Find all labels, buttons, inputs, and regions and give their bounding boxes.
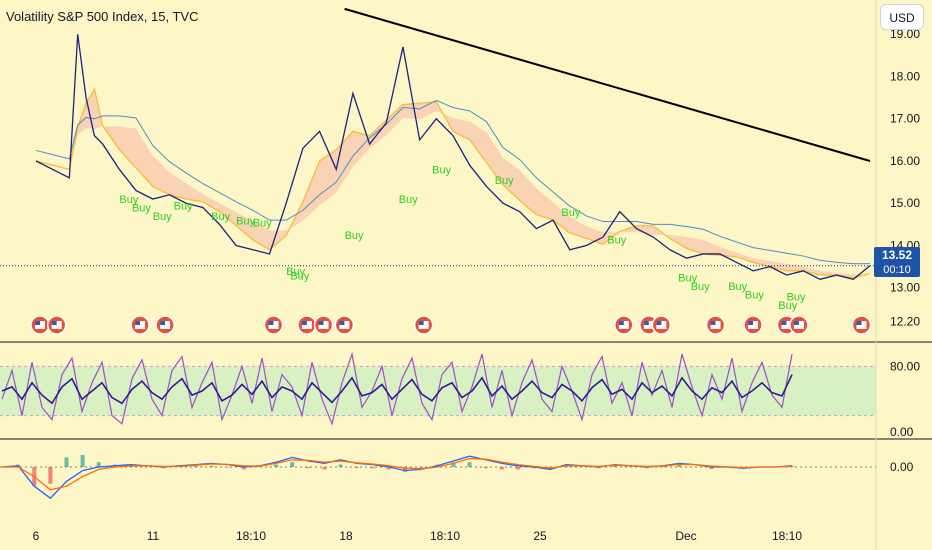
bar-countdown-label: 00:10: [874, 263, 920, 277]
flag-canton-icon: [618, 321, 624, 325]
macd-histogram-bar: [467, 462, 472, 467]
x-tick-label: 25: [533, 529, 547, 543]
rsi-y-tick-label: 80.00: [890, 359, 920, 373]
macd-histogram-bar: [338, 464, 343, 467]
x-tick-label: 11: [147, 529, 160, 543]
flag-canton-icon: [51, 321, 57, 325]
macd-histogram-bar: [483, 467, 488, 469]
x-tick-label: 18:10: [772, 529, 802, 543]
last-price-label: 13.52: [874, 247, 920, 263]
macd-histogram-bar: [48, 467, 53, 484]
flag-canton-icon: [268, 321, 274, 325]
y-tick-label: 16.00: [890, 154, 920, 168]
flag-canton-icon: [35, 321, 40, 325]
buy-signal-label: Buy: [236, 215, 255, 227]
flag-canton-icon: [339, 321, 345, 325]
buy-signal-label: Buy: [286, 266, 305, 278]
flag-canton-icon: [418, 321, 424, 325]
macd-line: [1, 455, 793, 500]
macd-histogram-bar: [354, 467, 359, 469]
macd-histogram-bar: [306, 467, 311, 469]
macd-histogram-bar: [322, 467, 327, 470]
macd-histogram-bar: [241, 467, 246, 470]
trend-line: [344, 7, 871, 162]
flag-canton-icon: [643, 321, 649, 325]
macd-histogram-bar: [96, 462, 101, 467]
buy-signal-label: Buy: [132, 203, 151, 215]
x-tick-label: 18: [339, 529, 353, 543]
y-tick-label: 17.00: [890, 112, 920, 126]
buy-signal-label: Buy: [253, 217, 272, 229]
y-tick-label: 13.00: [890, 281, 920, 295]
flag-canton-icon: [301, 321, 307, 325]
buy-signal-label: Buy: [495, 175, 514, 187]
flag-canton-icon: [656, 321, 662, 325]
macd-histogram-bar: [419, 467, 424, 469]
flag-canton-icon: [781, 321, 787, 325]
flag-canton-icon: [793, 321, 799, 325]
buy-signal-label: Buy: [432, 165, 451, 177]
x-tick-label: Dec: [675, 529, 696, 543]
macd-y-tick-label: 0.00: [890, 460, 914, 474]
x-tick-label: 18:10: [430, 529, 460, 543]
y-tick-label: 19.00: [890, 27, 920, 41]
macd-histogram-bar: [290, 462, 295, 467]
buy-signal-label: Buy: [778, 300, 797, 312]
flag-canton-icon: [748, 321, 754, 325]
buy-signal-label: Buy: [678, 272, 697, 284]
macd-histogram-bar: [193, 465, 198, 467]
macd-histogram-bar: [64, 457, 69, 467]
buy-signal-label: Buy: [691, 281, 710, 293]
macd-histogram-bar: [612, 465, 617, 467]
flag-canton-icon: [710, 321, 716, 325]
flag-canton-icon: [135, 321, 141, 325]
buy-signal-label: Buy: [153, 211, 172, 223]
buy-signal-label: Buy: [787, 291, 806, 303]
macd-histogram-bar: [80, 455, 85, 467]
macd-histogram-bar: [499, 467, 504, 470]
buy-signal-label: Buy: [174, 201, 193, 213]
macd-histogram-bar: [709, 467, 714, 469]
buy-signal-label: Buy: [561, 207, 580, 219]
macd-histogram-bar: [386, 467, 391, 470]
macd-histogram-bar: [451, 462, 456, 467]
macd-signal-line: [2, 457, 793, 491]
macd-histogram-bar: [515, 467, 520, 470]
flag-canton-icon: [856, 321, 862, 325]
flag-canton-icon: [318, 321, 324, 325]
macd-histogram-bar: [274, 464, 279, 467]
currency-button[interactable]: USD: [880, 4, 924, 30]
rsi-fast-line: [1, 351, 793, 426]
fast-ma-line: [35, 87, 871, 279]
x-tick-label: 6: [33, 529, 40, 543]
flag-canton-icon: [160, 321, 166, 325]
x-tick-label: 18:10: [236, 529, 266, 543]
chart-title: Volatility S&P 500 Index, 15, TVC: [6, 9, 199, 24]
macd-histogram-bar: [209, 465, 214, 467]
y-tick-label: 12.20: [890, 315, 920, 329]
slow-ma-line: [35, 99, 871, 265]
macd-histogram-bar: [677, 465, 682, 467]
ma-ribbon: [36, 89, 870, 278]
buy-signal-label: Buy: [728, 281, 747, 293]
y-tick-label: 15.00: [890, 196, 920, 210]
rsi-y-tick-label: 0.00: [890, 425, 914, 439]
buy-signal-label: Buy: [607, 234, 626, 246]
buy-signal-label: Buy: [290, 270, 309, 282]
macd-histogram-bar: [403, 467, 408, 472]
buy-signal-label: Buy: [745, 289, 764, 301]
y-tick-label: 18.00: [890, 69, 920, 83]
buy-signal-label: Buy: [119, 194, 138, 206]
price-line: [35, 34, 871, 281]
buy-signal-label: Buy: [399, 194, 418, 206]
buy-signal-label: Buy: [345, 230, 364, 242]
rsi-slow-line: [1, 374, 793, 405]
buy-signal-label: Buy: [211, 211, 230, 223]
macd-histogram-bar: [370, 467, 375, 469]
